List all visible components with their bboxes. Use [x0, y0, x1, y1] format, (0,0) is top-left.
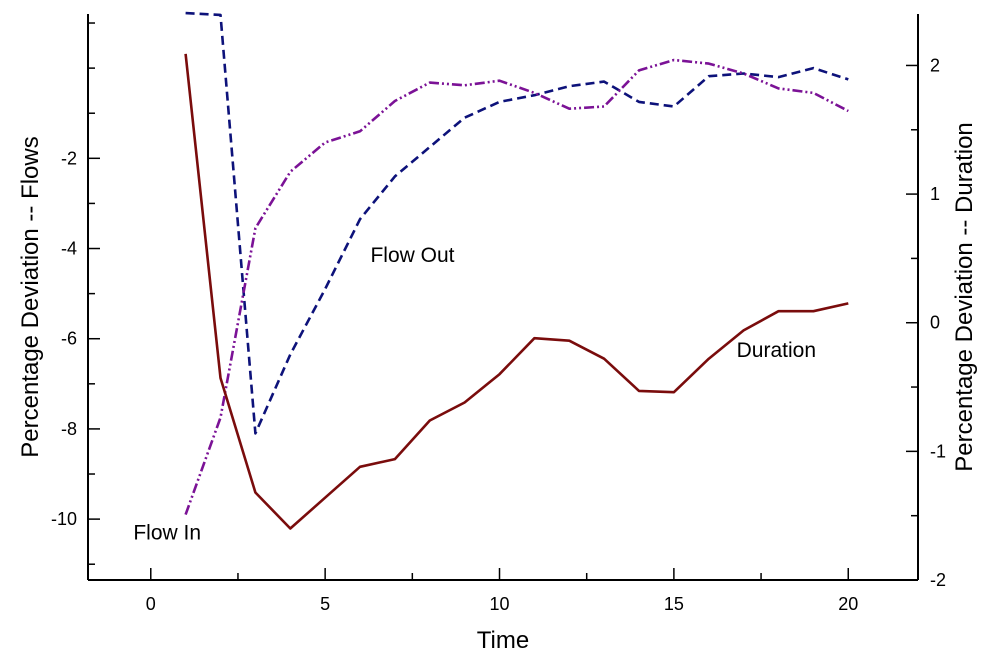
right-y-tick-label: 0: [930, 313, 940, 333]
x-axis-title: Time: [477, 627, 529, 654]
x-tick-label: 10: [489, 594, 509, 614]
x-tick-label: 0: [146, 594, 156, 614]
left-y-tick-label: -2: [61, 148, 77, 168]
right-y-tick-label: -1: [930, 441, 946, 461]
right-y-axis-title: Percentage Deviation -- Duration: [951, 122, 978, 472]
annotation-label-0: Flow In: [133, 521, 201, 544]
series-line-1: [184, 58, 849, 516]
left-y-tick-label: -10: [51, 509, 77, 529]
right-y-tick-label: 2: [930, 55, 940, 75]
x-tick-label: 15: [664, 594, 684, 614]
left-y-tick-label: -4: [61, 239, 77, 259]
left-y-ticks: -10 -8 -6 -4 -2: [51, 22, 100, 565]
annotation-label-1: Flow Out: [370, 244, 454, 267]
annotation-label-2: Duration: [737, 339, 816, 362]
x-tick-label: 5: [320, 594, 330, 614]
left-y-axis-title: Percentage Deviation -- Flows: [17, 136, 44, 457]
annotation-layer: Flow In Flow Out Duration: [133, 244, 816, 544]
right-y-ticks: -2 -1 0 1 2: [906, 55, 946, 590]
right-y-tick-label: 1: [930, 184, 940, 204]
x-ticks: 0 5 10 15 20: [146, 568, 858, 614]
series-layer: [184, 11, 849, 530]
left-y-tick-label: -8: [61, 419, 77, 439]
series-line-2: [184, 53, 849, 530]
x-tick-label: 20: [838, 594, 858, 614]
series-line-0: [185, 11, 849, 435]
left-y-tick-label: -6: [61, 329, 77, 349]
right-y-tick-label: -2: [930, 570, 946, 590]
axes: [87, 14, 919, 581]
